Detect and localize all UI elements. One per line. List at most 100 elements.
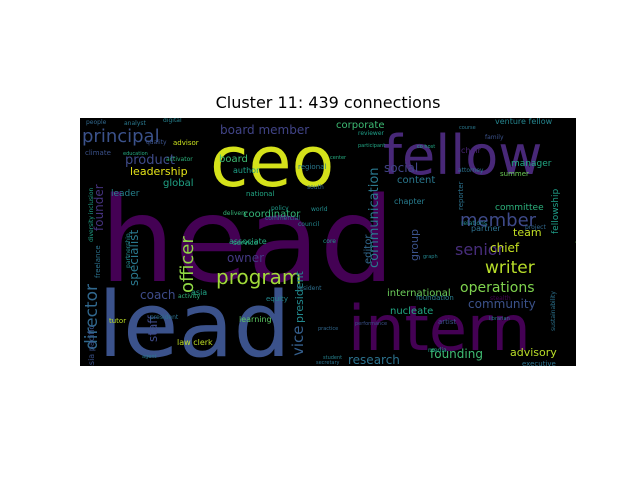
cloud-word-equity: equity xyxy=(266,295,288,303)
cloud-word-student: student xyxy=(323,355,342,361)
cloud-word-associate: associate xyxy=(229,237,267,246)
cloud-word-intern: intern xyxy=(348,292,531,365)
cloud-word-climate: climate xyxy=(85,149,111,157)
cloud-word-delivery: delivery xyxy=(223,210,248,217)
cloud-word-world: world xyxy=(311,206,328,213)
cloud-word-service: service xyxy=(233,239,258,247)
cloud-word-senior: senior xyxy=(455,240,505,259)
cloud-word-owner: owner xyxy=(227,251,264,265)
cloud-word-group: group xyxy=(408,229,421,261)
cloud-word-fellowship: fellowship xyxy=(551,189,561,234)
cloud-word-diversity-inclusion: diversity inclusion xyxy=(88,188,95,242)
cloud-word-chair: chair xyxy=(461,146,482,155)
cloud-word-social: social xyxy=(384,161,418,175)
cloud-word-graph: graph xyxy=(423,254,438,260)
cloud-word-operations: operations xyxy=(460,280,535,296)
cloud-word-coach: coach xyxy=(140,288,176,302)
cloud-word-executive: executive xyxy=(522,360,556,366)
cloud-word-founder: founder xyxy=(92,184,106,231)
cloud-word-venture-fellow: venture fellow xyxy=(495,118,553,126)
cloud-word-participant: participant xyxy=(358,143,385,149)
cloud-word-freelance: freelance xyxy=(94,245,102,278)
cloud-word-head: head xyxy=(100,171,395,309)
word-cloud-background xyxy=(80,118,576,366)
cloud-word-analyst: analyst xyxy=(124,120,147,127)
cloud-word-co-host: co host xyxy=(417,144,435,150)
cloud-word-council: council xyxy=(298,221,320,228)
cloud-word-vice: vice xyxy=(289,325,307,356)
cloud-word-specialist: specialist xyxy=(127,230,141,286)
cloud-word-project: project xyxy=(525,224,546,231)
cloud-word-assistant: assistant xyxy=(575,215,576,260)
cloud-word-coordinator: coordinator xyxy=(243,209,301,220)
cloud-word-artist: artist xyxy=(438,318,457,326)
cloud-word-asia-pacific: asia pacific xyxy=(87,325,96,366)
cloud-word-core: core xyxy=(323,238,336,245)
cloud-word-principal: principal xyxy=(82,126,160,147)
cloud-word-committee: committee xyxy=(495,203,544,213)
cloud-word-president: president xyxy=(293,270,306,323)
cloud-word-program: program xyxy=(216,265,301,289)
cloud-word-reporter: reporter xyxy=(457,181,465,210)
cloud-word-member: member xyxy=(460,210,537,231)
chart-title: Cluster 11: 439 connections xyxy=(215,93,441,112)
cloud-word-partner: partner xyxy=(471,224,501,233)
cloud-word-performance: performance xyxy=(355,321,387,327)
cloud-word-board: board xyxy=(219,154,248,165)
cloud-word-board-member: board member xyxy=(220,123,309,137)
cloud-word-editor: editor xyxy=(363,234,374,264)
cloud-word-sustainability: sustainability xyxy=(550,291,557,331)
cloud-word-education: education xyxy=(123,151,148,157)
cloud-word-advisor: advisor xyxy=(173,139,199,147)
cloud-word-national: national xyxy=(246,190,274,198)
cloud-word-asia: asia xyxy=(191,288,207,297)
cloud-word-regional: regional xyxy=(298,163,326,171)
cloud-word-media: media xyxy=(428,347,447,354)
cloud-word-community: community xyxy=(468,297,536,311)
cloud-word-nucleate: nucleate xyxy=(390,306,433,317)
cloud-word-secretary: secretary xyxy=(316,360,340,366)
cloud-word-manager: manager xyxy=(511,159,552,169)
cloud-word-team: team xyxy=(513,226,542,239)
cloud-word-law-clerk: law clerk xyxy=(177,338,213,347)
cloud-word-commercial: commercial xyxy=(265,215,300,222)
cloud-word-lead: lead xyxy=(98,273,291,366)
cloud-word-ceo: ceo xyxy=(210,121,334,203)
cloud-word-activator: activator xyxy=(166,156,193,163)
cloud-word-relations: relations xyxy=(461,220,487,227)
cloud-word-author: author xyxy=(233,166,260,175)
cloud-word-family: family xyxy=(485,134,504,141)
cloud-word-policy: policy xyxy=(271,205,289,212)
cloud-word-quality: quality xyxy=(146,139,167,146)
cloud-word-people: people xyxy=(86,119,107,126)
cloud-word-communication: communication xyxy=(367,167,382,268)
cloud-word-activity: activity xyxy=(178,293,201,300)
cloud-word-leadership: leadership xyxy=(130,165,188,178)
cloud-word-agent: agent xyxy=(142,354,156,360)
cloud-word-practice: practice xyxy=(318,326,338,332)
cloud-word-learning: learning xyxy=(239,315,272,324)
word-cloud: head lead intern ceo fellow principal program w… xyxy=(80,118,576,366)
cloud-word-digital: digital xyxy=(163,118,182,124)
cloud-word-resident: resident xyxy=(297,285,322,292)
cloud-word-center: center xyxy=(330,155,347,161)
cloud-word-global: global xyxy=(163,178,194,189)
cloud-word-librarian: librarian xyxy=(489,316,510,322)
cloud-word-international: international xyxy=(387,288,451,299)
cloud-word-founding: founding xyxy=(430,347,483,361)
cloud-word-director: director xyxy=(82,284,102,350)
cloud-word-product: product xyxy=(125,153,175,168)
cloud-word-tutor: tutor xyxy=(109,317,126,325)
cloud-word-writer: writer xyxy=(485,258,535,278)
cloud-word-attorney: attorney xyxy=(458,167,484,174)
cloud-word-fellow: fellow xyxy=(383,124,542,187)
cloud-word-advisory: advisory xyxy=(510,346,557,359)
cloud-word-foundation: foundation xyxy=(416,294,454,302)
cloud-word-partnership: partnership xyxy=(125,233,132,268)
cloud-word-content: content xyxy=(397,175,435,186)
cloud-word-corporate: corporate xyxy=(336,120,385,131)
cloud-word-research: research xyxy=(348,353,400,366)
cloud-word-course: course xyxy=(459,125,476,131)
